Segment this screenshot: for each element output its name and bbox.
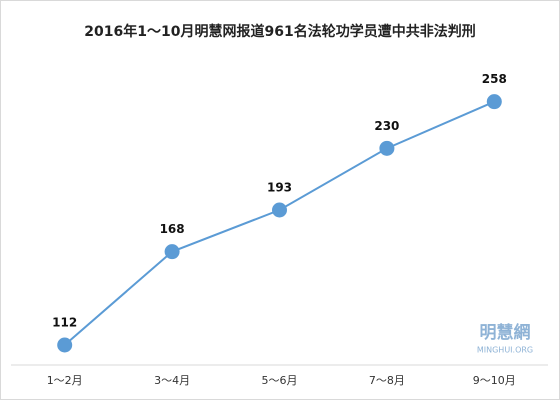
x-tick-label: 3～4月 bbox=[154, 374, 190, 387]
x-tick-label: 7～8月 bbox=[369, 374, 405, 387]
marker bbox=[379, 140, 395, 156]
watermark: 明慧網 bbox=[480, 322, 531, 343]
data-label: 112 bbox=[52, 316, 77, 330]
watermark-sub: MINGHUI.ORG bbox=[477, 346, 533, 355]
marker bbox=[272, 202, 287, 218]
data-label: 193 bbox=[267, 181, 292, 195]
marker bbox=[486, 94, 502, 110]
x-tick-label: 9～10月 bbox=[473, 374, 516, 387]
chart-title: 2016年1～10月明慧网报道961名法轮功学员遭中共非法判刑 bbox=[84, 23, 475, 40]
data-label: 168 bbox=[160, 222, 185, 236]
x-tick-label: 1～2月 bbox=[47, 374, 83, 387]
marker bbox=[164, 244, 180, 260]
data-label: 230 bbox=[374, 119, 399, 133]
x-tick-label: 5～6月 bbox=[262, 374, 298, 387]
marker bbox=[57, 337, 73, 353]
data-label: 258 bbox=[482, 72, 507, 86]
